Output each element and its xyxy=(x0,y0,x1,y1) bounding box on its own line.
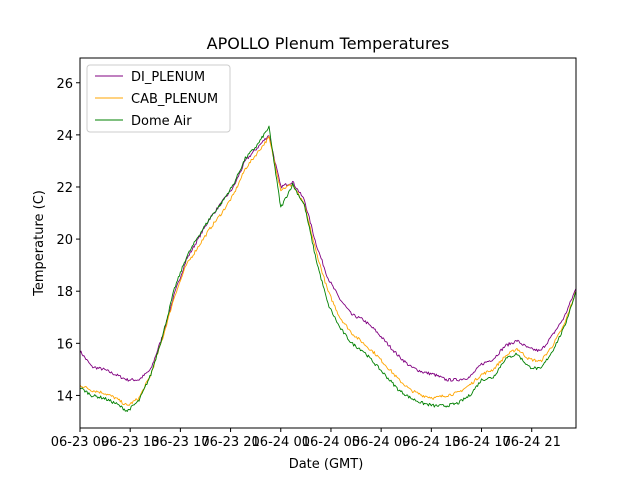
x-tick-label: 06-23 09 xyxy=(51,435,109,450)
legend-label: DI_PLENUM xyxy=(131,70,205,85)
y-tick-label: 22 xyxy=(56,181,73,196)
y-axis: 14 16 18 20 22 24 26 xyxy=(56,77,80,404)
legend-box xyxy=(86,64,231,133)
x-tick-label: 06-24 05 xyxy=(302,435,360,450)
x-tick-label: 06-23 17 xyxy=(151,435,209,450)
chart-title: APOLLO Plenum Temperatures xyxy=(207,34,450,53)
x-tick-label: 06-24 21 xyxy=(502,435,560,450)
x-tick-label: 06-24 09 xyxy=(352,435,410,450)
x-tick-label: 06-23 21 xyxy=(201,435,259,450)
y-tick-label: 14 xyxy=(56,389,73,404)
legend-label: CAB_PLENUM xyxy=(131,92,218,107)
series-line-2 xyxy=(79,135,577,406)
series-line-3 xyxy=(79,125,577,412)
y-tick-label: 18 xyxy=(56,285,73,300)
y-tick-label: 26 xyxy=(56,77,73,92)
legend-label: Dome Air xyxy=(131,114,192,129)
x-tick-label: 06-24 17 xyxy=(452,435,510,450)
y-axis-label: Temperature (C) xyxy=(32,190,47,297)
x-tick-label: 06-24 01 xyxy=(252,435,310,450)
y-tick-label: 24 xyxy=(56,129,73,144)
y-tick-label: 16 xyxy=(56,337,73,352)
plot-frame xyxy=(79,57,577,429)
legend: DI_PLENUM CAB_PLENUM Dome Air xyxy=(86,64,231,133)
x-tick-label: 06-23 13 xyxy=(101,435,159,450)
x-tick-label: 06-24 13 xyxy=(402,435,460,450)
x-axis-label: Date (GMT) xyxy=(289,457,364,472)
y-tick-label: 20 xyxy=(56,233,73,248)
series-lines xyxy=(79,125,577,412)
